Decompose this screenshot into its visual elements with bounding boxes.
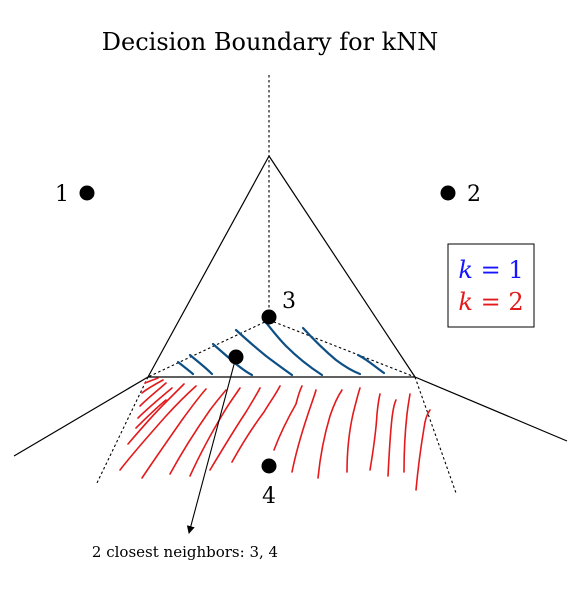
point-label-1: 1 [55, 182, 69, 207]
legend-k1-var: k [458, 256, 473, 284]
data-points [79, 185, 456, 474]
point-label-4: 4 [262, 484, 276, 509]
boundary-2-3 [268, 155, 416, 378]
boundary-1-3 [147, 155, 270, 378]
dotted-right-lower [414, 376, 457, 494]
data-point-4 [261, 458, 277, 474]
dotted-left-upper [147, 319, 270, 378]
data-point-2 [440, 185, 456, 201]
point-labels: 1 2 3 4 [55, 182, 481, 509]
data-point-1 [79, 185, 95, 201]
annotation-arrow [186, 356, 237, 534]
k2-hatching [119, 377, 431, 491]
boundary-1-4 [13, 376, 149, 457]
legend: k = 1 k = 2 [447, 243, 535, 328]
legend-k1: k = 1 [458, 256, 523, 284]
k1-hatching [176, 318, 386, 377]
k1-boundary-lines [13, 155, 568, 457]
annotation-text: 2 closest neighbors: 3, 4 [92, 543, 278, 561]
legend-k2-var: k [458, 288, 473, 316]
point-label-2: 2 [467, 182, 481, 207]
boundary-2-4 [414, 376, 568, 442]
data-point-3 [261, 309, 277, 325]
diagram-title: Decision Boundary for kNN [102, 28, 438, 56]
dotted-right-upper [268, 319, 416, 378]
legend-box [447, 243, 535, 328]
point-label-3: 3 [282, 289, 296, 314]
legend-k2: k = 2 [458, 288, 523, 316]
k2-boundary-lines [95, 75, 457, 494]
legend-k2-rest: = 2 [473, 288, 524, 316]
legend-k1-rest: = 1 [473, 256, 524, 284]
